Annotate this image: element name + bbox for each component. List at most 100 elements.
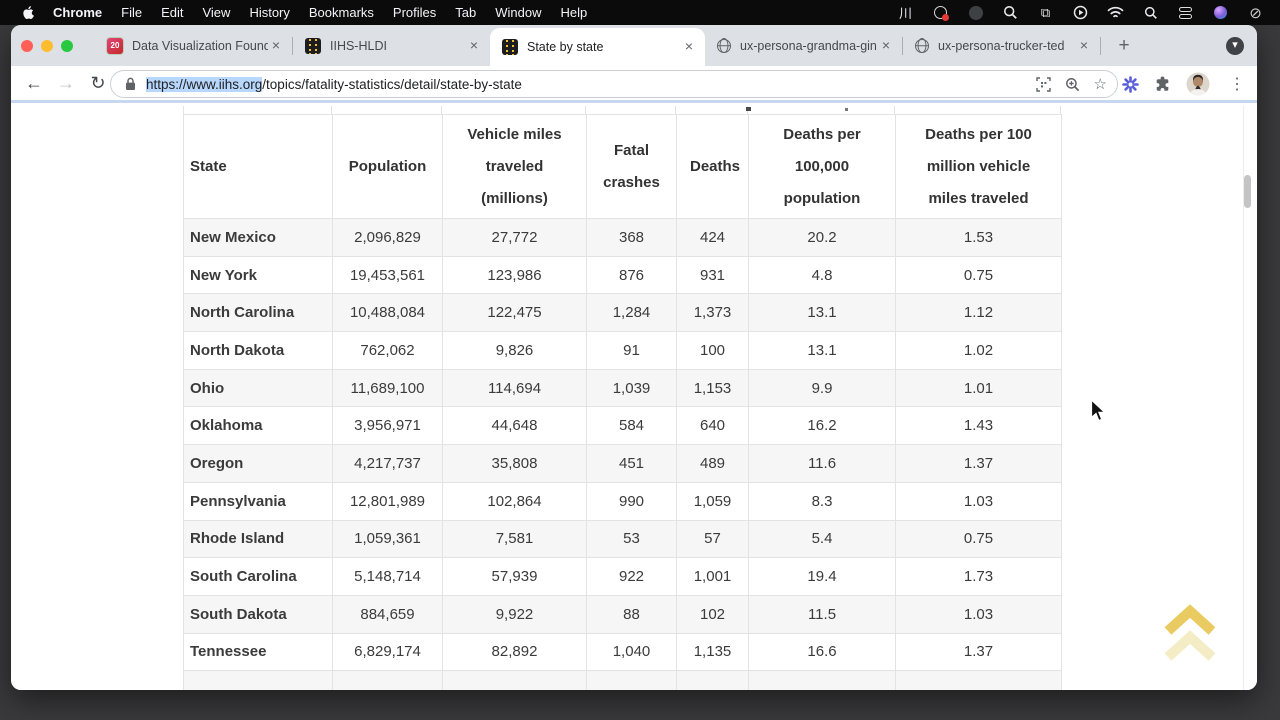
- table-header-row: State Population Vehicle miles traveled (m…: [183, 114, 1062, 219]
- now-playing-icon[interactable]: [1072, 4, 1089, 21]
- value-cell: 102,864: [442, 481, 587, 521]
- value-cell: 9,826: [442, 331, 587, 370]
- waves-icon[interactable]: 川: [898, 6, 912, 21]
- tab-data-visualization-founda[interactable]: 20 Data Visualization Founda ×: [95, 25, 292, 66]
- minimize-window-button[interactable]: [41, 40, 53, 52]
- state-cell: South Carolina: [183, 557, 333, 596]
- tab-close-icon[interactable]: ×: [1079, 36, 1089, 53]
- do-not-disturb-icon[interactable]: ⊘: [1249, 4, 1262, 22]
- column-header: Deaths per 100,000 population: [748, 114, 896, 219]
- tab-close-icon[interactable]: ×: [469, 36, 479, 53]
- address-bar[interactable]: https://www.iihs.org/topics/fatality-sta…: [110, 70, 1118, 98]
- value-cell: 9,922: [442, 594, 587, 634]
- state-cell: Oregon: [183, 444, 333, 483]
- menu-item-help[interactable]: Help: [560, 5, 588, 20]
- table-row: New Mexico 2,096,829 27,772 368 424 20.2 1.53: [183, 218, 1062, 257]
- menu-item-profiles[interactable]: Profiles: [392, 5, 437, 20]
- menu-item-edit[interactable]: Edit: [161, 5, 184, 20]
- wifi-icon[interactable]: [1107, 4, 1124, 21]
- menu-items-group: File Edit View History Bookmarks Profiles Tab W…: [121, 5, 587, 20]
- tab-close-icon[interactable]: ×: [881, 36, 891, 53]
- value-cell: 1,001: [676, 557, 749, 596]
- state-cell: Ohio: [183, 368, 333, 408]
- tab-title: ux-persona-grandma-gin: [740, 38, 877, 53]
- menu-item-history[interactable]: History: [249, 5, 290, 20]
- clipped-text-remnant: [746, 107, 751, 111]
- favicon-road-icon: [502, 39, 518, 55]
- lock-icon[interactable]: [125, 77, 136, 91]
- value-cell: 368: [586, 218, 677, 257]
- qr-scan-icon[interactable]: [1035, 76, 1051, 92]
- forward-button[interactable]: →: [57, 73, 75, 93]
- tab-title: IIHS-HLDI: [330, 38, 387, 53]
- scrollbar-thumb[interactable]: [1244, 175, 1251, 208]
- table-row: Oregon 4,217,737 35,808 451 489 11.6 1.37: [183, 444, 1062, 483]
- tab-title: ux-persona-trucker-ted: [938, 38, 1065, 53]
- tabs-container: 20 Data Visualization Founda × IIHS-HLDI × St…: [95, 25, 1137, 66]
- table-row: Tennessee 6,829,174 82,892 1,040 1,135 16.6 1.…: [183, 632, 1062, 672]
- screen-dim-icon[interactable]: [967, 4, 984, 21]
- value-cell: 8.3: [748, 481, 896, 521]
- menu-item-bookmarks[interactable]: Bookmarks: [308, 5, 374, 20]
- menu-item-window[interactable]: Window: [495, 5, 542, 20]
- value-cell: 114,694: [442, 368, 587, 408]
- tab-search-menu-button[interactable]: ▾: [1226, 37, 1244, 55]
- value-cell: 82,892: [442, 632, 587, 672]
- scrollbar-track: [1243, 106, 1244, 690]
- audio-share-icon[interactable]: [932, 4, 949, 21]
- table-row: South Carolina 5,148,714 57,939 922 1,001 19.…: [183, 557, 1062, 596]
- new-tab-button[interactable]: +: [1118, 34, 1130, 56]
- profile-avatar[interactable]: [1186, 72, 1210, 96]
- control-center-icon[interactable]: [1177, 4, 1194, 21]
- pinwheel-extension-icon[interactable]: [1122, 75, 1139, 93]
- value-cell: 19,453,561: [332, 255, 443, 295]
- spotlight-icon[interactable]: [1142, 4, 1159, 21]
- menu-item-chrome[interactable]: Chrome: [53, 5, 103, 20]
- state-cell: North Dakota: [183, 331, 333, 370]
- state-cell: New Mexico: [183, 218, 333, 257]
- column-header: Deaths per 100 million vehicle miles tra…: [895, 114, 1062, 219]
- tab-close-icon[interactable]: ×: [271, 36, 281, 53]
- value-cell: 1,059: [676, 481, 749, 521]
- value-cell: 990: [586, 481, 677, 521]
- value-cell: 1.53: [895, 218, 1062, 257]
- value-cell: 1.73: [895, 557, 1062, 596]
- bookmark-star-icon[interactable]: ☆: [1093, 76, 1107, 93]
- close-window-button[interactable]: [21, 40, 33, 52]
- menu-item-view[interactable]: View: [202, 5, 231, 20]
- browser-window: 20 Data Visualization Founda × IIHS-HLDI × St…: [11, 25, 1257, 690]
- favicon-globe-icon: [915, 38, 929, 53]
- back-button[interactable]: ←: [25, 73, 43, 93]
- tab-ux-persona-grandma-gin[interactable]: ux-persona-grandma-gin ×: [705, 25, 902, 66]
- tab-ux-persona-trucker-ted[interactable]: ux-persona-trucker-ted ×: [903, 25, 1100, 66]
- menu-item-file[interactable]: File: [121, 5, 143, 20]
- reload-button[interactable]: ↻: [90, 73, 106, 93]
- value-cell: 57,939: [442, 557, 587, 596]
- zoom-in-icon[interactable]: [1065, 77, 1080, 92]
- value-cell: 640: [676, 406, 749, 446]
- extensions-puzzle-icon[interactable]: [1154, 76, 1171, 93]
- menu-item-tab[interactable]: Tab: [455, 5, 477, 20]
- value-cell: 9.9: [748, 368, 896, 408]
- value-cell: 489: [676, 444, 749, 483]
- value-cell: 1,039: [586, 368, 677, 408]
- tab-close-icon[interactable]: ×: [684, 38, 694, 54]
- assistant-icon[interactable]: [1212, 4, 1229, 21]
- page-content: State Population Vehicle miles traveled (m…: [11, 106, 1257, 690]
- favicon-road-icon: [305, 37, 321, 54]
- value-cell: 1.43: [895, 406, 1062, 446]
- apple-icon[interactable]: [21, 5, 34, 20]
- window-stack-icon[interactable]: ⧉: [1040, 4, 1051, 20]
- scroll-to-top-button[interactable]: [1161, 603, 1219, 665]
- table-row: North Dakota 762,062 9,826 91 100 13.1 1.02: [183, 331, 1062, 370]
- tab-iihs-hldi[interactable]: IIHS-HLDI ×: [293, 25, 490, 66]
- zoom-window-button[interactable]: [61, 40, 73, 52]
- value-cell: 7,581: [442, 519, 587, 559]
- table-row: Oklahoma 3,956,971 44,648 584 640 16.2 1.43: [183, 406, 1062, 446]
- chrome-menu-icon[interactable]: ⋮: [1229, 76, 1245, 93]
- state-cell: New York: [183, 255, 333, 295]
- zoom-tool-icon[interactable]: [1002, 4, 1019, 21]
- tab-title: State by state: [527, 40, 604, 54]
- tab-state-by-state[interactable]: State by state ×: [490, 28, 705, 66]
- value-cell: 1.03: [895, 481, 1062, 521]
